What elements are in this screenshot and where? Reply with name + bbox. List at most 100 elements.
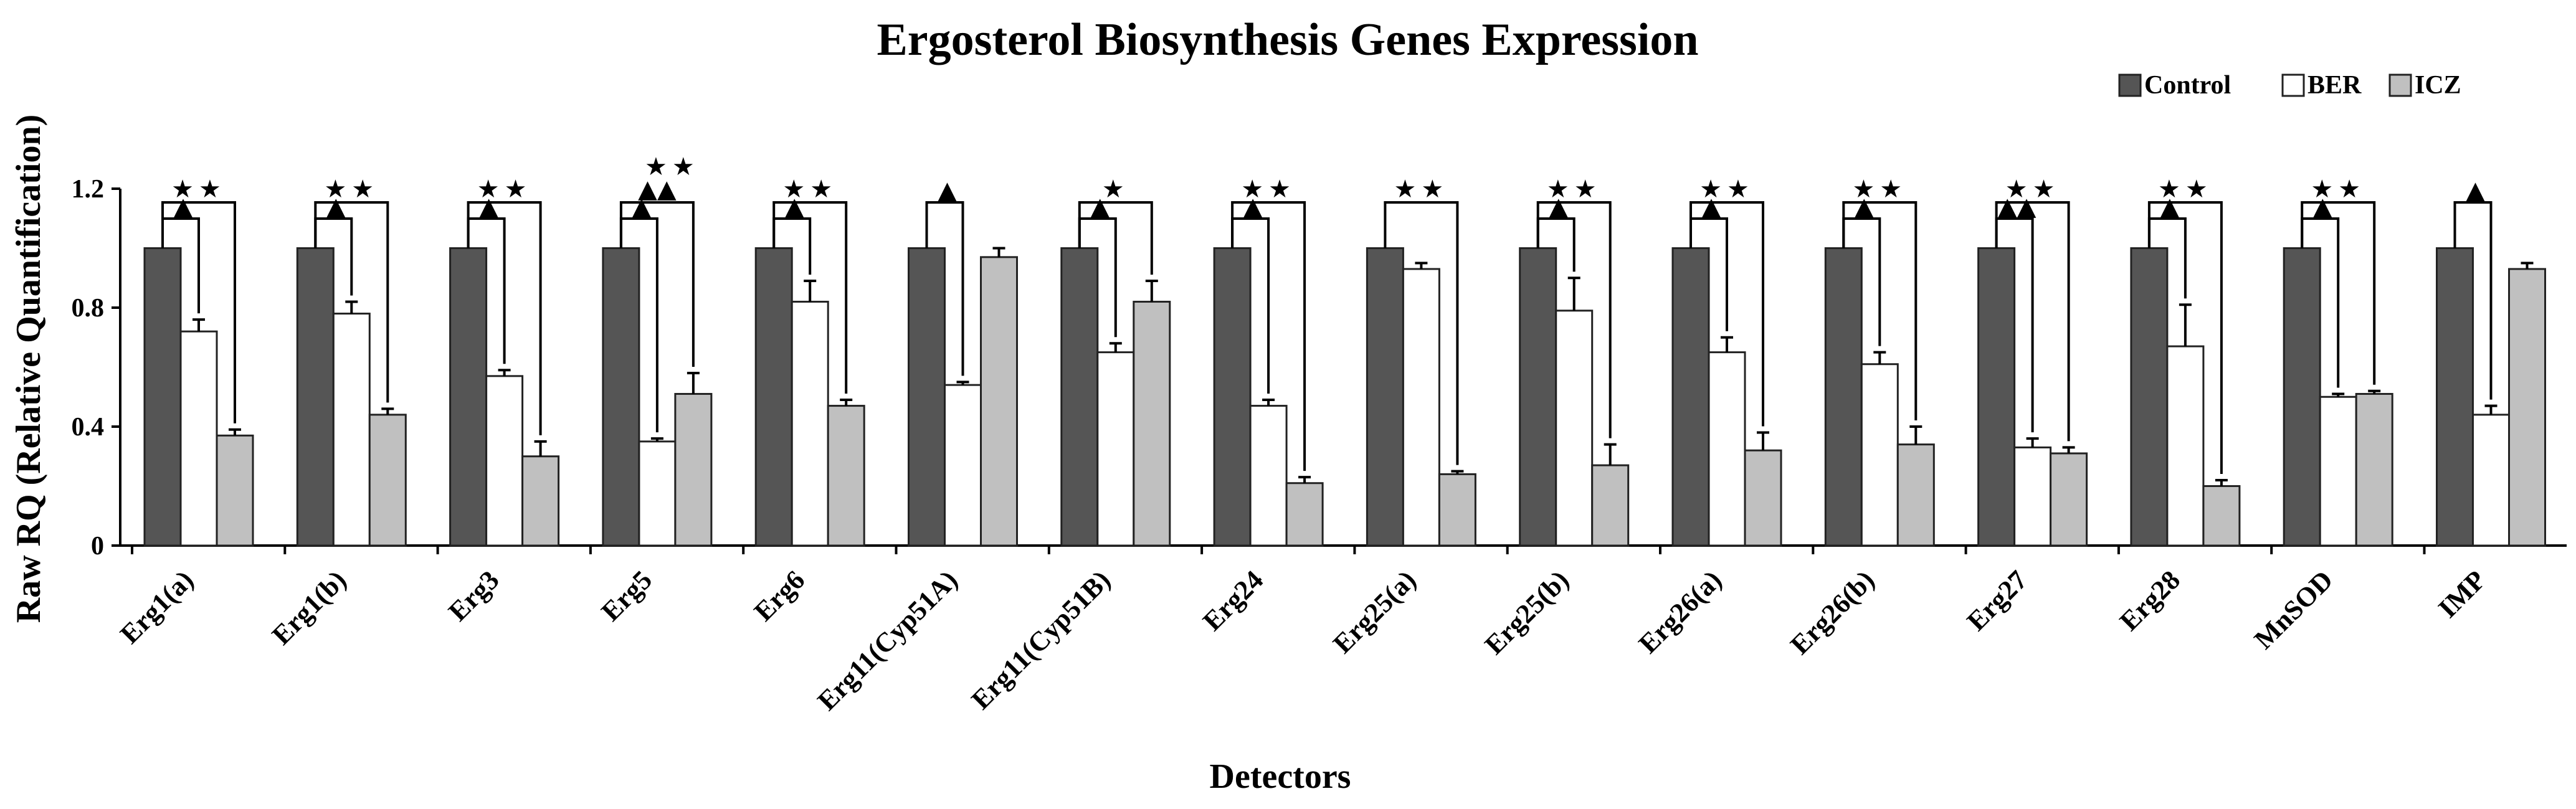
bar-icz: [1896, 443, 1935, 547]
significance-triangle-marker: ▲▲: [1998, 192, 2037, 221]
significance-triangle-marker: ▲▲: [638, 175, 677, 204]
bracket-control-ber: [2301, 217, 2340, 388]
bar-icz: [1744, 449, 1782, 547]
significance-star-marker: ★★: [1394, 175, 1449, 204]
category-label: IMP: [2432, 564, 2491, 623]
bar-icz: [2508, 268, 2546, 547]
bar-control: [449, 247, 488, 547]
bar-icz: [2202, 485, 2241, 547]
y-tick-label: 1.2: [72, 175, 105, 204]
y-tick-label: 0.8: [72, 294, 105, 323]
category-label: Erg1(a): [114, 564, 199, 650]
significance-star-marker: ★★: [2158, 175, 2213, 204]
significance-triangle-marker: ▲: [2466, 176, 2485, 205]
significance-star-marker: ★★: [1699, 175, 1754, 204]
bracket-control-ber: [467, 217, 506, 364]
bar-ber: [1555, 310, 1594, 547]
significance-triangle-marker: ▲: [174, 192, 193, 221]
bracket-control-ber: [1995, 217, 2034, 433]
significance-star-marker: ★★: [171, 175, 226, 204]
bar-icz: [2355, 392, 2393, 547]
bracket-control-ber: [1690, 217, 1728, 331]
y-tick-label: 0: [91, 532, 104, 561]
legend-label-control: Control: [2144, 71, 2231, 100]
plot-area: 00.40.81.2Erg1(a)★★▲Erg1(b)★★▲Erg3★★▲Erg…: [72, 153, 2567, 716]
bar-icz: [368, 414, 407, 547]
bar-ber: [1708, 351, 1746, 547]
bracket-control-ber: [2147, 217, 2187, 299]
significance-star-marker: ★★: [782, 175, 837, 204]
category-label: Erg25(a): [1327, 564, 1422, 659]
bar-ber: [2472, 414, 2510, 547]
bracket-control-ber: [772, 217, 812, 275]
significance-star-marker: ★★: [1241, 175, 1296, 204]
legend-swatch-ber: [2281, 73, 2305, 97]
bar-ber: [1249, 405, 1288, 547]
bar-control: [143, 247, 182, 547]
bar-ber: [179, 330, 218, 547]
legend-swatch-control: [2118, 73, 2142, 97]
significance-star-marker: ★★: [2005, 175, 2060, 204]
y-axis-title: Raw RQ (Relative Quantification): [9, 115, 48, 623]
bar-ber: [1860, 363, 1899, 547]
significance-star-marker: ★★: [1852, 175, 1907, 204]
category-label: Erg5: [596, 564, 658, 627]
bar-icz: [827, 405, 865, 547]
bar-ber: [2013, 446, 2052, 547]
significance-triangle-marker: ▲: [1243, 192, 1263, 221]
significance-star-marker: ★★: [1547, 175, 1602, 204]
bar-ber: [638, 440, 677, 547]
chart-title: Ergosterol Biosynthesis Genes Expression: [877, 14, 1698, 65]
significance-triangle-marker: ▲: [1855, 192, 1874, 221]
bar-ber: [791, 300, 829, 547]
bracket-control-ber: [1231, 217, 1270, 394]
bar-ber: [485, 375, 524, 547]
category-label: Erg26(a): [1633, 564, 1728, 659]
category-label: Erg25(b): [1479, 564, 1575, 660]
bar-icz: [1285, 482, 1324, 547]
bar-ber: [1402, 268, 1440, 547]
category-label: MnSOD: [2248, 564, 2339, 655]
significance-star-marker: ★: [1102, 175, 1129, 204]
bracket-control-ber: [2453, 201, 2493, 400]
bar-control: [1366, 247, 1404, 547]
bracket-control-ber: [1536, 217, 1576, 272]
bar-ber: [2166, 345, 2205, 547]
y-tick-label: 0.4: [72, 413, 105, 442]
bar-control: [1824, 247, 1863, 547]
bar-icz: [1438, 473, 1476, 547]
category-label: Erg27: [1961, 564, 2033, 636]
x-axis-title: Detectors: [1210, 757, 1351, 796]
significance-star-marker: ★★: [324, 175, 379, 204]
significance-triangle-marker: ▲: [326, 192, 346, 221]
bar-icz: [2050, 452, 2088, 547]
legend-label-icz: ICZ: [2415, 71, 2461, 100]
category-label: Erg6: [748, 564, 810, 627]
bar-icz: [1133, 300, 1171, 547]
bracket-control-ber: [1078, 217, 1117, 338]
bracket-control-ber: [161, 217, 200, 314]
significance-star-marker: ★★: [2311, 175, 2365, 204]
bar-control: [1671, 247, 1710, 547]
bar-control: [2283, 247, 2321, 547]
significance-triangle-marker: ▲: [2313, 192, 2332, 221]
bracket-control-ber: [1842, 217, 1881, 346]
bracket-control-ber: [925, 201, 964, 376]
bracket-control-icz: [1384, 201, 1459, 465]
bar-control: [908, 247, 946, 547]
category-label: Erg11(Cyp51B): [966, 564, 1116, 715]
significance-triangle-marker: ▲: [2160, 192, 2180, 221]
bar-control: [602, 247, 640, 547]
significance-triangle-marker: ▲: [1090, 192, 1110, 221]
bar-control: [296, 247, 335, 547]
category-label: Erg3: [442, 564, 505, 627]
category-label: Erg26(b): [1784, 564, 1880, 660]
bar-control: [1977, 247, 2016, 547]
bar-icz: [674, 392, 713, 547]
legend-label-ber: BER: [2307, 71, 2362, 100]
bar-ber: [332, 313, 371, 547]
bar-icz: [1591, 464, 1630, 547]
bar-control: [1060, 247, 1099, 547]
legend-swatch-icz: [2388, 73, 2412, 97]
